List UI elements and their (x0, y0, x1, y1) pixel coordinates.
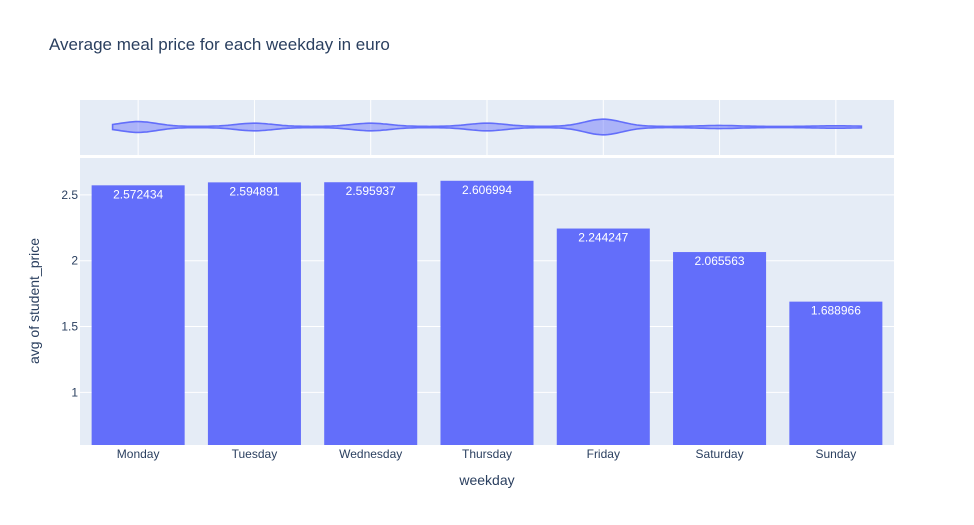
bar-sunday[interactable] (789, 301, 883, 445)
bar-value-label: 2.572434 (113, 187, 163, 201)
bar-value-label: 2.065563 (695, 254, 745, 268)
x-tick-label: Monday (117, 447, 160, 461)
x-tick-label: Saturday (696, 447, 744, 461)
marginal-violin (111, 118, 863, 136)
bar-friday[interactable] (556, 228, 650, 445)
bar-value-label: 2.595937 (346, 184, 396, 198)
x-tick-label: Sunday (816, 447, 857, 461)
y-tick-labels: 1 1.5 2 2.5 (61, 188, 78, 399)
bar-labels: 2.572434 2.594891 2.595937 2.606994 2.244247… (113, 183, 861, 318)
bar-value-label: 2.244247 (578, 231, 628, 245)
y-tick-label: 2.5 (61, 188, 78, 202)
x-tick-label: Tuesday (232, 447, 278, 461)
x-tick-label: Wednesday (339, 447, 402, 461)
bar-tuesday[interactable] (207, 182, 301, 445)
marginal-gridlines (137, 100, 837, 155)
bar-value-label: 2.606994 (462, 183, 512, 197)
x-tick-label: Friday (587, 447, 620, 461)
x-tick-labels: Monday Tuesday Wednesday Thursday Friday Satu… (117, 447, 856, 461)
bar-saturday[interactable] (673, 252, 767, 445)
bars (91, 180, 883, 445)
chart-title: Average meal price for each weekday in e… (49, 35, 390, 54)
bar-thursday[interactable] (440, 180, 534, 445)
bar-value-label: 1.688966 (811, 304, 861, 318)
y-tick-label: 1 (71, 385, 78, 399)
bar-value-label: 2.594891 (229, 184, 279, 198)
x-tick-label: Thursday (462, 447, 512, 461)
y-tick-label: 2 (71, 254, 78, 268)
y-tick-label: 1.5 (61, 320, 78, 334)
x-axis-title: weekday (458, 472, 514, 488)
y-axis-title: avg of student_price (26, 238, 42, 364)
violin-shape (111, 118, 863, 136)
bar-wednesday[interactable] (324, 182, 418, 445)
bar-monday[interactable] (91, 185, 185, 445)
